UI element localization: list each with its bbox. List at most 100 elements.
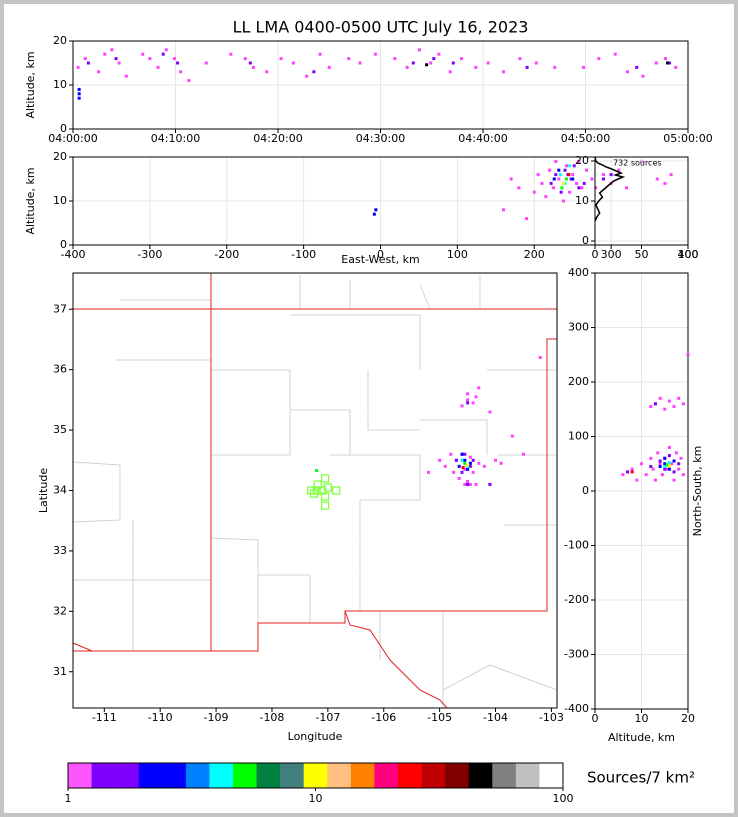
source-point — [613, 52, 617, 56]
colorbar-segment — [68, 763, 92, 788]
source-point — [548, 168, 552, 172]
source-point — [461, 466, 465, 470]
source-point — [667, 467, 671, 471]
source-point — [601, 173, 605, 177]
x-tick-label: 200 — [524, 248, 545, 261]
source-point — [179, 70, 183, 74]
colorbar-segment — [492, 763, 517, 788]
source-point — [97, 70, 101, 74]
source-point — [663, 181, 667, 185]
source-point — [609, 173, 613, 177]
source-point — [649, 456, 653, 460]
colorbar-segment — [233, 763, 257, 788]
source-point — [581, 65, 585, 69]
source-point — [580, 186, 584, 190]
source-point — [452, 470, 456, 474]
colorbar-segment — [256, 763, 281, 788]
source-point — [454, 458, 458, 462]
source-point — [477, 386, 481, 390]
chart-title: LL LMA 0400-0500 UTC July 16, 2023 — [233, 18, 529, 37]
source-point — [582, 181, 586, 185]
station — [309, 489, 319, 498]
source-point — [477, 461, 481, 465]
source-point — [585, 168, 589, 172]
x-axis-label: East-West, km — [341, 253, 419, 266]
colorbar-segment — [350, 763, 375, 788]
source-point — [229, 52, 233, 56]
source-point — [521, 452, 525, 456]
x-tick-label: 400 — [678, 248, 699, 261]
y-tick-label: -400 — [564, 702, 589, 715]
source-point — [117, 61, 121, 65]
source-point — [568, 164, 572, 168]
source-point — [625, 186, 628, 190]
source-point — [265, 70, 269, 74]
source-point — [172, 57, 176, 61]
source-point — [466, 401, 470, 405]
source-point — [248, 61, 252, 65]
source-point — [468, 455, 472, 459]
x-tick-label: -105 — [427, 711, 452, 724]
source-point — [86, 61, 90, 65]
x-tick-label: -109 — [204, 711, 229, 724]
source-point — [148, 57, 152, 61]
source-point — [532, 190, 536, 194]
source-point — [677, 462, 681, 466]
source-point — [663, 462, 667, 466]
source-point — [437, 52, 441, 56]
x-tick-label: 100 — [678, 248, 699, 261]
source-point — [374, 208, 378, 212]
source-point — [204, 61, 208, 65]
source-point — [509, 177, 513, 181]
source-point — [575, 181, 579, 185]
source-point — [557, 177, 561, 181]
colorbar-segment — [115, 763, 140, 788]
x-tick-label: -200 — [214, 248, 239, 261]
source-point — [411, 61, 415, 65]
source-point — [672, 405, 676, 409]
x-tick-label: 300 — [601, 248, 622, 261]
x-tick-label: 04:50:00 — [561, 132, 610, 145]
source-point — [318, 52, 322, 56]
source-point — [594, 186, 598, 190]
station — [320, 474, 330, 483]
x-tick-label: 04:30:00 — [356, 132, 405, 145]
source-point — [635, 65, 639, 69]
source-point — [630, 470, 634, 474]
source-point — [466, 463, 470, 467]
colorbar-segment — [303, 763, 328, 788]
source-point — [577, 186, 581, 190]
source-point — [649, 405, 653, 409]
source-point — [425, 63, 429, 67]
y-tick-label: 35 — [53, 423, 67, 436]
axes-frame — [72, 40, 689, 130]
source-point — [494, 458, 498, 462]
source-point — [251, 65, 255, 69]
y-tick-label: 0 — [60, 122, 67, 135]
source-point — [448, 70, 452, 74]
source-point — [672, 459, 676, 463]
source-point — [525, 65, 529, 69]
colorbar-tick-label: 10 — [309, 792, 323, 805]
y-axis-label: Altitude, km — [24, 167, 37, 234]
source-point — [649, 464, 653, 468]
source-point — [517, 186, 521, 190]
source-point — [432, 57, 436, 61]
source-point — [156, 65, 160, 69]
x-tick-label: -104 — [483, 711, 508, 724]
source-point — [243, 57, 247, 61]
colorbar-segment — [138, 763, 163, 788]
x-axis-label: Altitude, km — [608, 731, 675, 744]
y-tick-label: 10 — [53, 194, 67, 207]
source-point — [327, 65, 331, 69]
source-point — [457, 464, 461, 468]
source-point — [471, 401, 475, 405]
source-point — [654, 61, 658, 65]
y-tick-label: 0 — [582, 484, 589, 497]
source-point — [176, 61, 180, 65]
source-point — [674, 451, 678, 455]
source-point — [114, 57, 118, 61]
source-point — [658, 459, 662, 463]
